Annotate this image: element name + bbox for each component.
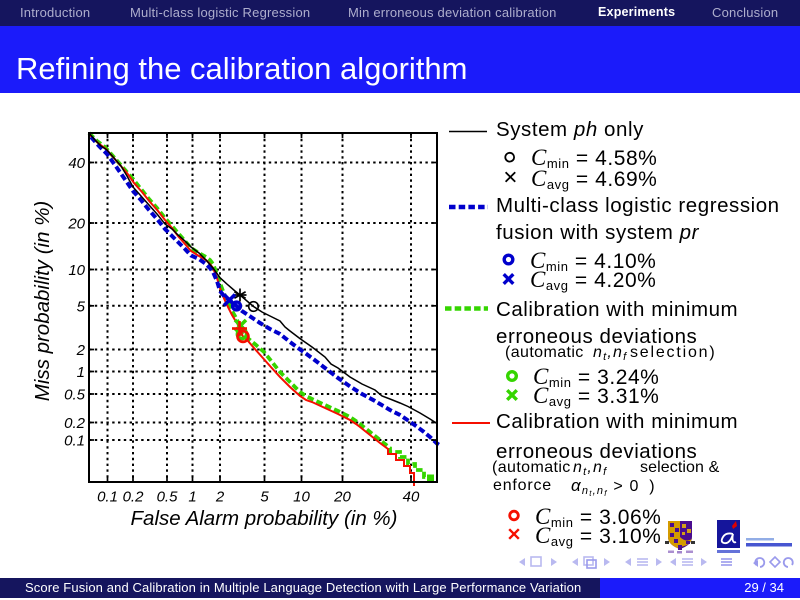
svg-text:False Alarm probability (in %): False Alarm probability (in %) bbox=[131, 507, 398, 530]
svg-text:10: 10 bbox=[293, 489, 310, 506]
svg-text:40: 40 bbox=[403, 489, 420, 506]
svg-text:0.2: 0.2 bbox=[123, 489, 145, 506]
svg-text:0.1: 0.1 bbox=[97, 489, 118, 506]
svg-text:0.5: 0.5 bbox=[157, 489, 179, 506]
svg-text:Miss probability (in %): Miss probability (in %) bbox=[31, 201, 54, 402]
svg-text:40: 40 bbox=[68, 155, 85, 172]
svg-text:5: 5 bbox=[77, 298, 86, 315]
svg-text:0.5: 0.5 bbox=[64, 387, 86, 404]
svg-text:2: 2 bbox=[215, 489, 225, 506]
svg-text:2: 2 bbox=[76, 342, 86, 359]
svg-text:1: 1 bbox=[77, 364, 85, 381]
svg-text:5: 5 bbox=[260, 489, 269, 506]
svg-text:1: 1 bbox=[188, 489, 196, 506]
svg-text:10: 10 bbox=[68, 262, 85, 279]
svg-text:0.1: 0.1 bbox=[64, 433, 85, 450]
svg-text:0.2: 0.2 bbox=[64, 415, 86, 432]
svg-text:20: 20 bbox=[333, 489, 351, 506]
svg-text:20: 20 bbox=[67, 216, 85, 233]
